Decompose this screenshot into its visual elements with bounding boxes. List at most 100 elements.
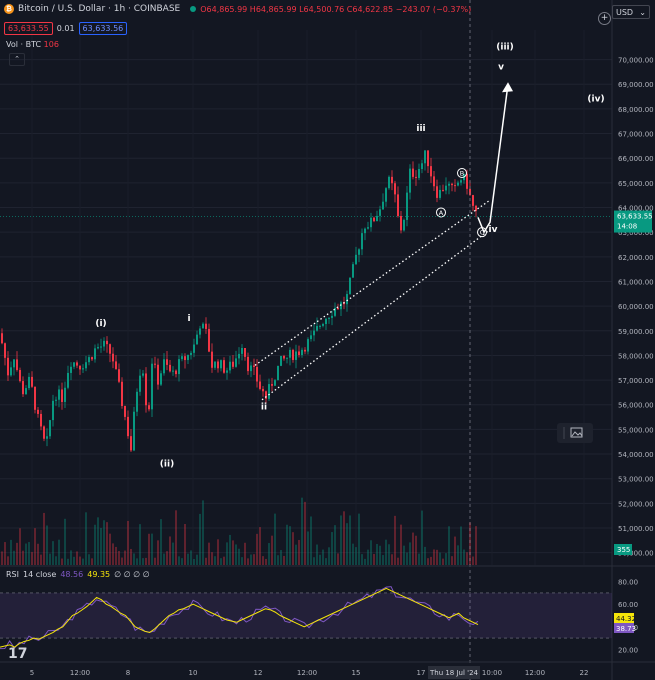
volume-bar <box>10 539 12 565</box>
candle-body <box>319 325 321 327</box>
candle-body <box>415 176 417 178</box>
volume-bar <box>283 555 285 565</box>
rsi-legend[interactable]: RSI 14 close 48.56 49.35 ∅ ∅ ∅ ∅ <box>6 570 150 579</box>
volume-badge-label: 355 <box>617 546 630 554</box>
candle-body <box>226 370 228 373</box>
time-tick-label: 10 <box>189 669 198 677</box>
wave-circle-label: B <box>460 169 464 177</box>
sell-button[interactable]: 63,633.55 <box>4 22 53 35</box>
volume-bar <box>382 555 384 565</box>
symbol-title[interactable]: Bitcoin / U.S. Dollar · 1h · COINBASE <box>18 4 181 14</box>
candle-body <box>412 168 414 177</box>
time-tick-label: 5 <box>30 669 34 677</box>
add-indicator-button[interactable]: + <box>598 12 611 25</box>
tradingview-logo: 17 <box>8 646 28 662</box>
volume-bar <box>214 556 216 565</box>
volume-bar <box>262 556 264 565</box>
time-tick-label: 12:00 <box>525 669 545 677</box>
candle-body <box>382 201 384 210</box>
candle-body <box>355 254 357 265</box>
volume-bar <box>397 557 399 565</box>
currency-select[interactable]: USD ⌄ <box>612 5 650 19</box>
volume-bar <box>259 527 261 565</box>
candle-body <box>124 405 126 417</box>
volume-bar <box>355 547 357 565</box>
price-tick-label: 52,000.00 <box>618 500 654 508</box>
bitcoin-icon: ₿ <box>4 4 14 14</box>
candle-body <box>73 362 75 367</box>
price-tick-label: 69,000.00 <box>618 81 654 89</box>
candle-body <box>208 328 210 352</box>
candle-body <box>418 169 420 178</box>
volume-bar <box>298 539 300 565</box>
rsi-tick-label: 80.00 <box>618 579 638 587</box>
candle-body <box>175 370 177 375</box>
volume-bar <box>364 558 366 565</box>
candle-body <box>76 362 78 366</box>
volume-bar <box>421 510 423 565</box>
volume-bar <box>343 511 345 565</box>
time-tick-label: 10:00 <box>482 669 502 677</box>
time-tick-label: 12:00 <box>70 669 90 677</box>
candle-body <box>94 348 96 360</box>
price-tick-label: 51,000.00 <box>618 525 654 533</box>
volume-legend[interactable]: Vol · BTC 106 <box>6 40 59 49</box>
volume-bar <box>268 543 270 565</box>
candle-body <box>97 347 99 349</box>
volume-bar <box>316 544 318 565</box>
volume-bar <box>403 545 405 565</box>
symbol-header[interactable]: ₿ Bitcoin / U.S. Dollar · 1h · COINBASE … <box>4 4 471 14</box>
volume-bar <box>442 558 444 565</box>
volume-bar <box>73 556 75 565</box>
volume-bar <box>160 519 162 565</box>
time-tick-label: 17 <box>417 669 426 677</box>
buy-button[interactable]: 63,633.56 <box>78 22 128 35</box>
candle-body <box>373 217 375 222</box>
candle-body <box>199 328 201 335</box>
collapse-legend-button[interactable]: ⌃ <box>9 53 25 66</box>
volume-bar <box>28 542 30 565</box>
volume-bar <box>61 558 63 565</box>
candle-body <box>133 411 135 451</box>
candle-body <box>205 323 207 329</box>
price-tick-label: 63,000.00 <box>618 229 654 237</box>
volume-bar <box>40 554 42 565</box>
volume-bar <box>370 540 372 565</box>
rsi-tick-label: 60.00 <box>618 601 638 609</box>
rsi-ma-badge <box>614 613 634 623</box>
crosshair-date-flag <box>428 666 480 679</box>
chevron-down-icon: ⌄ <box>639 8 646 17</box>
candle-body <box>16 359 18 370</box>
candle-body <box>289 349 291 358</box>
price-tick-label: 54,000.00 <box>618 451 654 459</box>
candle-body <box>277 365 279 381</box>
volume-bar <box>127 520 129 565</box>
candle-body <box>265 391 267 399</box>
volume-bar <box>1 551 3 565</box>
candle-body <box>163 359 165 374</box>
volume-bar <box>469 522 471 565</box>
rsi-ma-line <box>0 587 479 648</box>
candle-body <box>136 391 138 412</box>
wave-label: ii <box>261 403 267 413</box>
volume-bar <box>202 500 204 565</box>
candle-body <box>28 376 30 389</box>
volume-bar <box>346 523 348 565</box>
candle-body <box>142 373 144 376</box>
volume-bar <box>25 543 27 565</box>
volume-bar <box>145 557 147 565</box>
candle-body <box>298 351 300 356</box>
candle-body <box>304 349 306 352</box>
volume-bar <box>322 549 324 565</box>
volume-bar <box>247 558 249 565</box>
candle-body <box>31 376 33 387</box>
candle-body <box>367 227 369 229</box>
snapshot-button[interactable] <box>557 423 593 443</box>
volume-bar <box>292 532 294 565</box>
candle-body <box>340 302 342 310</box>
wave-circle-label: A <box>439 209 444 217</box>
candle-body <box>61 389 63 402</box>
market-status-icon <box>190 6 197 12</box>
candle-body <box>55 399 57 401</box>
